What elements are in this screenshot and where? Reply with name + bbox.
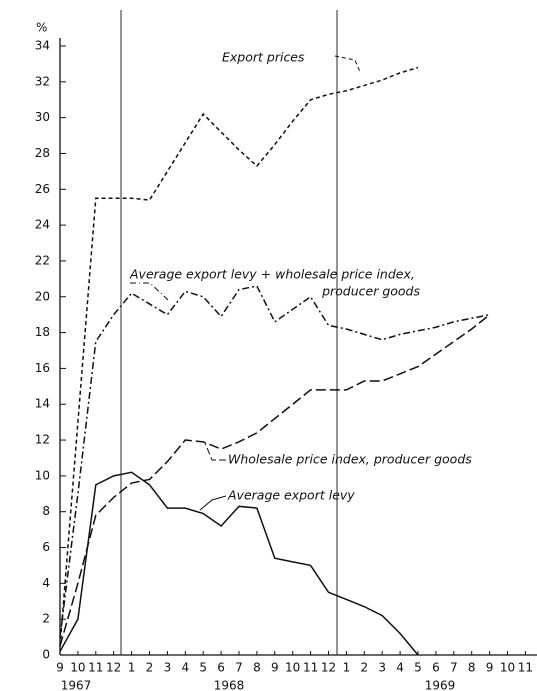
- annotation: Wholesale price index, producer goods: [228, 452, 472, 467]
- annotation: Average export levy + wholesale price in…: [129, 267, 415, 282]
- x-tick-label: 10: [285, 661, 300, 675]
- annotation: producer goods: [321, 284, 420, 299]
- x-tick-label: 11: [303, 661, 318, 675]
- annotation: Export prices: [222, 50, 305, 65]
- x-tick-label: 4: [181, 661, 189, 675]
- y-tick-label: 10: [35, 468, 50, 482]
- y-tick-label: 16: [35, 361, 50, 375]
- y-tick-label: 0: [42, 648, 50, 662]
- y-tick-label: 8: [42, 504, 50, 518]
- x-tick-label: 1: [343, 661, 351, 675]
- y-tick-label: 22: [35, 253, 50, 267]
- x-tick-label: 9: [56, 661, 64, 675]
- x-tick-label: 10: [500, 661, 515, 675]
- x-tick-label: 11: [518, 661, 533, 675]
- x-tick-label: 2: [146, 661, 154, 675]
- y-tick-label: 28: [35, 146, 50, 160]
- x-tick-label: 10: [70, 661, 85, 675]
- x-tick-label: 11: [88, 661, 103, 675]
- x-tick-label: 5: [414, 661, 422, 675]
- x-tick-label: 2: [360, 661, 368, 675]
- x-tick-label: 5: [199, 661, 207, 675]
- series-line: [59, 66, 419, 647]
- year-label: 1968: [214, 679, 245, 691]
- series-line: [59, 471, 419, 656]
- x-tick-label: 8: [468, 661, 476, 675]
- y-tick-label: 26: [35, 182, 50, 196]
- x-tick-label: 3: [378, 661, 386, 675]
- leader-line: [199, 495, 227, 511]
- series-line: [59, 314, 491, 647]
- y-tick-label: 2: [42, 612, 50, 626]
- x-tick-label: 12: [106, 661, 121, 675]
- x-tick-label: 4: [396, 661, 404, 675]
- x-tick-label: 1: [128, 661, 136, 675]
- x-tick-label: 3: [164, 661, 172, 675]
- x-tick-label: 6: [432, 661, 440, 675]
- x-tick-label: 12: [321, 661, 336, 675]
- leader-line: [130, 282, 169, 301]
- y-tick-label: 30: [35, 110, 50, 124]
- y-tick-label: 6: [42, 540, 50, 554]
- x-tick-label: 6: [217, 661, 225, 675]
- series-line: [59, 285, 490, 638]
- x-tick-label: 7: [450, 661, 458, 675]
- y-tick-label: 24: [35, 218, 50, 232]
- y-axis-label: %: [36, 21, 47, 35]
- leader-line: [204, 442, 226, 461]
- year-label: 1969: [425, 679, 456, 691]
- y-tick-label: 18: [35, 325, 50, 339]
- annotation: Average export levy: [227, 488, 355, 503]
- y-tick-label: 12: [35, 433, 50, 447]
- year-label: 1967: [61, 679, 92, 691]
- y-tick-label: 4: [42, 576, 50, 590]
- x-tick-label: 8: [253, 661, 261, 675]
- x-tick-label: 9: [486, 661, 494, 675]
- leader-line: [334, 55, 361, 73]
- y-tick-label: 20: [35, 289, 50, 303]
- x-tick-label: 9: [271, 661, 279, 675]
- y-tick-label: 32: [35, 74, 50, 88]
- y-tick-label: 14: [35, 397, 50, 411]
- y-tick-label: 34: [35, 39, 50, 53]
- x-tick-label: 7: [235, 661, 243, 675]
